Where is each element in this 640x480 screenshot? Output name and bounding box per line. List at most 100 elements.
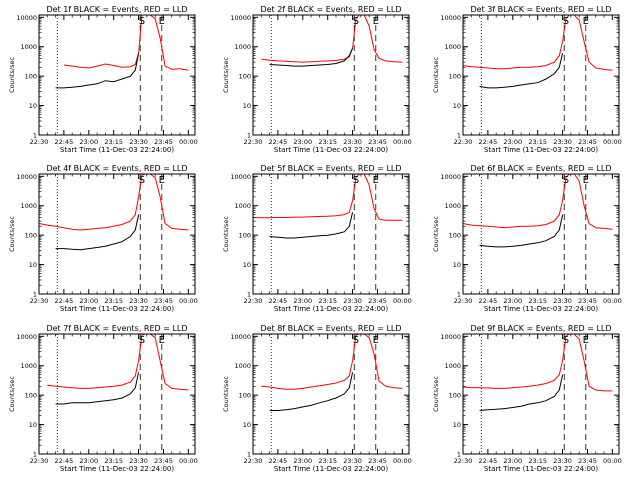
x-tick-label: 23:45 (368, 138, 387, 146)
marker-s: S (139, 175, 145, 186)
x-tick-label: 23:45 (154, 138, 173, 146)
y-tick-label: 10 (29, 421, 37, 429)
y-tick-label: 100 (239, 232, 251, 240)
events-series-line (55, 214, 140, 251)
x-axis-label: Start Time (11-Dec-03 22:24:00) (274, 465, 388, 473)
x-tick-label: 23:45 (578, 457, 597, 465)
x-tick-label: 23:15 (318, 297, 337, 305)
marker-e: E (583, 335, 589, 346)
x-tick-label: 23:15 (318, 457, 337, 465)
panel-det-5: Det 5f BLACK = Events, RED = LLD 1 10 100 10… (222, 164, 412, 313)
x-axis-label: Start Time (11-Dec-03 22:24:00) (484, 305, 598, 313)
lld-series-line (38, 173, 189, 231)
y-tick-label: 100 (449, 392, 461, 400)
x-tick-label: 23:00 (503, 138, 522, 146)
y-axis-label: Counts/sec (8, 216, 16, 252)
y-tick-label: 1000 (20, 202, 37, 210)
x-tick-label: 23:15 (104, 138, 123, 146)
lld-series-line (462, 173, 613, 230)
y-axis-label: Counts/sec (8, 376, 16, 412)
x-axis-label: Start Time (11-Dec-03 22:24:00) (484, 146, 598, 154)
x-axis-label: Start Time (11-Dec-03 22:24:00) (484, 465, 598, 473)
panel-title: Det 3f BLACK = Events, RED = LLD (470, 5, 611, 14)
plot-frame (38, 14, 196, 136)
events-series-line (269, 372, 354, 411)
x-tick-label: 00:00 (179, 297, 198, 305)
x-tick-label: 00:00 (393, 457, 412, 465)
panel-title: Det 5f BLACK = Events, RED = LLD (260, 164, 401, 173)
y-tick-label: 1 (247, 132, 251, 140)
y-axis-label: Counts/sec (222, 216, 230, 252)
y-tick-label: 10 (453, 102, 461, 110)
x-tick-label: 23:15 (104, 297, 123, 305)
x-tick-label: 22:30 (244, 297, 263, 305)
y-tick-label: 1000 (444, 202, 461, 210)
x-tick-label: 00:00 (603, 138, 622, 146)
x-axis-label: Start Time (11-Dec-03 22:24:00) (60, 465, 174, 473)
x-tick-label: 22:30 (30, 457, 49, 465)
marker-s: S (353, 335, 359, 346)
y-tick-label: 1 (457, 451, 461, 459)
x-tick-label: 23:15 (528, 457, 547, 465)
x-tick-label: 22:30 (30, 138, 49, 146)
lld-series-line (462, 333, 613, 392)
x-tick-label: 23:15 (528, 138, 547, 146)
panel-det-3: Det 3f BLACK = Events, RED = LLD 1 10 100 10… (432, 5, 622, 154)
x-tick-label: 23:15 (104, 457, 123, 465)
marker-e: E (159, 175, 165, 186)
marker-s: S (563, 175, 569, 186)
plot-frame (462, 14, 620, 136)
events-series-line (479, 374, 564, 411)
marker-s: S (353, 175, 359, 186)
x-tick-label: 23:45 (368, 457, 387, 465)
x-tick-label: 22:30 (244, 138, 263, 146)
x-tick-label: 23:45 (578, 297, 597, 305)
lld-series-line (261, 14, 403, 63)
x-tick-label: 23:00 (293, 457, 312, 465)
lld-series-line (63, 14, 189, 71)
y-tick-label: 1000 (20, 43, 37, 51)
y-tick-label: 100 (25, 392, 37, 400)
panel-title: Det 6f BLACK = Events, RED = LLD (470, 164, 611, 173)
y-tick-label: 10000 (16, 333, 37, 341)
x-tick-label: 23:30 (343, 457, 362, 465)
x-tick-label: 23:30 (553, 297, 572, 305)
x-tick-label: 23:45 (154, 297, 173, 305)
y-tick-label: 1000 (234, 43, 251, 51)
panel-det-2: Det 2f BLACK = Events, RED = LLD 1 10 100 10… (222, 5, 412, 154)
marker-e: E (159, 335, 165, 346)
marker-s: S (563, 16, 569, 27)
marker-e: E (583, 175, 589, 186)
y-tick-label: 10000 (230, 14, 251, 22)
panel-title: Det 9f BLACK = Events, RED = LLD (470, 324, 611, 333)
x-tick-label: 23:45 (368, 297, 387, 305)
x-tick-label: 23:00 (79, 138, 98, 146)
y-tick-label: 1 (33, 291, 37, 299)
x-tick-label: 22:30 (454, 138, 473, 146)
events-series-line (55, 53, 140, 89)
marker-e: E (373, 16, 379, 27)
events-series-line (55, 372, 140, 405)
events-series-line (269, 47, 354, 67)
events-series-line (479, 214, 564, 248)
x-tick-label: 00:00 (179, 138, 198, 146)
x-tick-label: 22:45 (479, 138, 498, 146)
x-tick-label: 22:45 (479, 457, 498, 465)
lld-series-line (462, 14, 613, 71)
x-tick-label: 00:00 (603, 457, 622, 465)
panel-det-4: Det 4f BLACK = Events, RED = LLD 1 10 100 10… (8, 164, 198, 313)
panel-det-1: Det 1f BLACK = Events, RED = LLD 1 10 100 10… (8, 5, 198, 154)
plot-frame (462, 173, 620, 295)
y-tick-label: 1 (457, 291, 461, 299)
x-tick-label: 23:30 (343, 297, 362, 305)
y-tick-label: 1 (457, 132, 461, 140)
y-tick-label: 10000 (440, 14, 461, 22)
panel-title: Det 1f BLACK = Events, RED = LLD (46, 5, 187, 14)
x-tick-label: 23:00 (503, 457, 522, 465)
panel-title: Det 4f BLACK = Events, RED = LLD (46, 164, 187, 173)
x-tick-label: 23:00 (293, 297, 312, 305)
y-tick-label: 100 (239, 73, 251, 81)
x-tick-label: 22:45 (55, 297, 74, 305)
plot-frame (38, 173, 196, 295)
